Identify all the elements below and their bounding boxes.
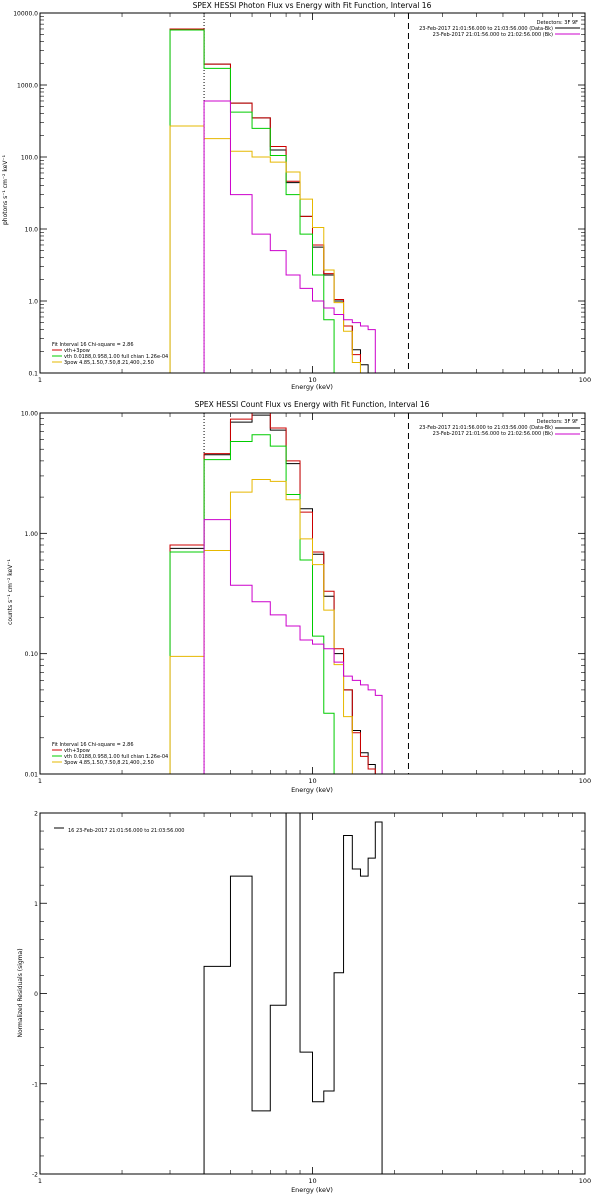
legend-model-3pow: 3pow 4.85,1.50,7.50,8.21,400.,2.50 xyxy=(64,760,154,766)
legend-detectors: Detectors: 3F 9F xyxy=(537,419,578,425)
plot-frame xyxy=(39,812,586,1175)
legend-model-total: vth+3pow xyxy=(64,748,90,754)
series-3pow xyxy=(169,479,361,774)
legend-model-vth: vth 0.0188,0.958,1.00 full chian 1.26e-0… xyxy=(64,354,168,360)
panel-title: SPEX HESSI Photon Flux vs Energy with Fi… xyxy=(193,1,432,10)
y-tick-label: 0.10 xyxy=(25,651,39,658)
x-tick-label: 1 xyxy=(38,1177,42,1185)
y-tick-label: 1 xyxy=(34,901,38,908)
series-vth-3pow xyxy=(169,413,376,774)
y-tick-label: 10000.0 xyxy=(13,11,38,18)
series-group xyxy=(169,413,383,774)
legend-model-3pow: 3pow 4.85,1.50,7.50,8.21,400.,2.50 xyxy=(64,360,154,366)
series-group xyxy=(169,28,376,373)
y-tick-label: -2 xyxy=(32,1172,38,1179)
series-vth xyxy=(169,434,335,774)
series-residuals xyxy=(203,813,383,1174)
x-tick-label: 10 xyxy=(308,376,316,384)
series-bk xyxy=(203,519,383,774)
photon-flux-panel: SPEX HESSI Photon Flux vs Energy with Fi… xyxy=(2,1,591,391)
legend-model-vth: vth 0.0188,0.958,1.00 full chian 1.26e-0… xyxy=(64,754,168,760)
y-tick-label: 1000.0 xyxy=(17,83,38,90)
x-tick-label: 10 xyxy=(308,1177,316,1185)
x-axis-label: Energy (keV) xyxy=(291,1186,333,1194)
x-tick-label: 100 xyxy=(579,1177,591,1185)
legend-data-bk: 23-Feb-2017 21:01:56.000 to 21:03:56.000… xyxy=(419,26,553,32)
y-tick-label: 0.01 xyxy=(25,772,39,779)
y-tick-label: 10.00 xyxy=(21,411,38,418)
series-bk xyxy=(203,100,376,373)
x-tick-label: 100 xyxy=(579,376,591,384)
legend-detectors: Detectors: 3F 9F xyxy=(537,20,578,26)
y-axis-label: photons s⁻¹ cm⁻² keV⁻¹ xyxy=(2,154,9,225)
x-axis-label: Energy (keV) xyxy=(291,383,333,391)
x-tick-label: 100 xyxy=(579,777,591,785)
count-flux-panel: SPEX HESSI Count Flux vs Energy with Fit… xyxy=(7,400,591,794)
residuals-panel: Energy (keV) Normalized Residuals (sigma… xyxy=(17,811,591,1195)
legend-fit-interval: Fit Interval 16 Chi-square = 2.86 xyxy=(52,342,134,348)
y-tick-label: 1.00 xyxy=(25,531,39,538)
legend-model-total: vth+3pow xyxy=(64,348,90,354)
y-axis-label: counts s⁻¹ cm⁻² keV⁻¹ xyxy=(7,559,14,625)
y-tick-label: -1 xyxy=(32,1081,38,1088)
plot-frame xyxy=(39,12,586,374)
legend-bk: 23-Feb-2017 21:01:56.000 to 21:02:56.000… xyxy=(433,431,553,437)
y-axis-label: Normalized Residuals (sigma) xyxy=(17,948,24,1037)
y-tick-label: 0 xyxy=(34,991,38,998)
panel-title: SPEX HESSI Count Flux vs Energy with Fit… xyxy=(195,400,430,409)
y-tick-label: 1.0 xyxy=(28,299,38,306)
legend-interval: 16 23-Feb-2017 21:01:56.000 to 21:03:56.… xyxy=(68,828,184,834)
y-tick-label: 2 xyxy=(34,811,38,818)
x-tick-label: 10 xyxy=(308,777,316,785)
series-group xyxy=(203,813,383,1174)
x-tick-label: 1 xyxy=(38,777,42,785)
legend-bk: 23-Feb-2017 21:01:56.000 to 21:02:56.000… xyxy=(433,32,553,38)
legend-data-bk: 23-Feb-2017 21:01:56.000 to 21:03:56.000… xyxy=(419,425,553,431)
y-tick-label: 100.0 xyxy=(21,155,38,162)
legend-fit-interval: Fit Interval 16 Chi-square = 2.86 xyxy=(52,742,134,748)
x-axis-label: Energy (keV) xyxy=(291,786,333,794)
y-tick-label: 0.1 xyxy=(28,371,38,378)
plot-frame xyxy=(39,412,586,775)
y-tick-label: 10.0 xyxy=(25,227,39,234)
x-tick-label: 1 xyxy=(38,376,42,384)
